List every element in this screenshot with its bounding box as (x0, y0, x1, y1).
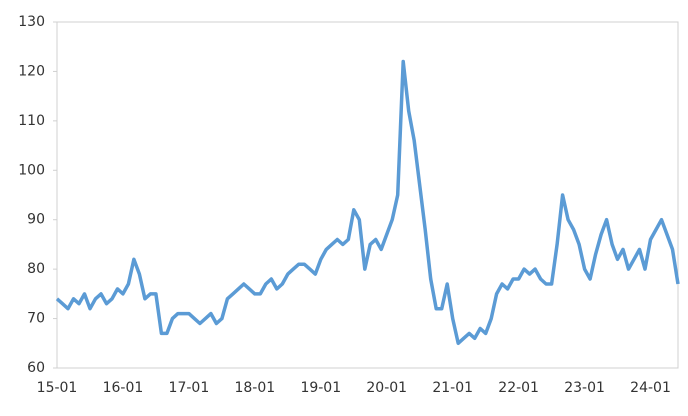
x-tick-label: 24-01 (630, 380, 671, 396)
x-tick-label: 23-01 (564, 380, 605, 396)
y-tick-label: 100 (18, 162, 45, 178)
x-tick-label: 18-01 (234, 380, 275, 396)
y-tick-label: 110 (18, 113, 45, 129)
plot-frame (56, 21, 679, 369)
data-line (55, 59, 680, 346)
y-tick-label: 60 (27, 360, 45, 376)
y-tick-label: 120 (18, 63, 45, 79)
x-tick-label: 22-01 (498, 380, 539, 396)
x-tick-label: 17-01 (169, 380, 210, 396)
x-tick-label: 20-01 (366, 380, 407, 396)
y-tick-label: 80 (27, 261, 45, 277)
x-tick-label: 21-01 (432, 380, 473, 396)
y-tick-label: 130 (18, 14, 45, 30)
x-tick-label: 16-01 (103, 380, 144, 396)
y-tick-label: 90 (27, 212, 45, 228)
x-tick-label: 19-01 (300, 380, 341, 396)
y-tick-label: 70 (27, 311, 45, 327)
x-tick-label: 15-01 (37, 380, 78, 396)
